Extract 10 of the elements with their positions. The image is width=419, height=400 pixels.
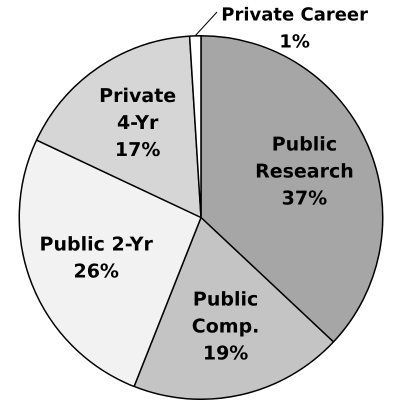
- slice-label: Public 2-Yr: [40, 233, 154, 256]
- data-label: 17%: [114, 139, 160, 162]
- slice-label: Private 4-Yr: [99, 85, 176, 134]
- data-label: 19%: [202, 342, 248, 364]
- slice-label: Public Comp.: [192, 288, 260, 338]
- data-label: 37%: [282, 188, 328, 210]
- data-label: 26%: [73, 260, 119, 282]
- slice-label: Private Career: [221, 4, 368, 26]
- data-label: 1%: [279, 32, 310, 53]
- slice-label: Public Research: [255, 134, 354, 183]
